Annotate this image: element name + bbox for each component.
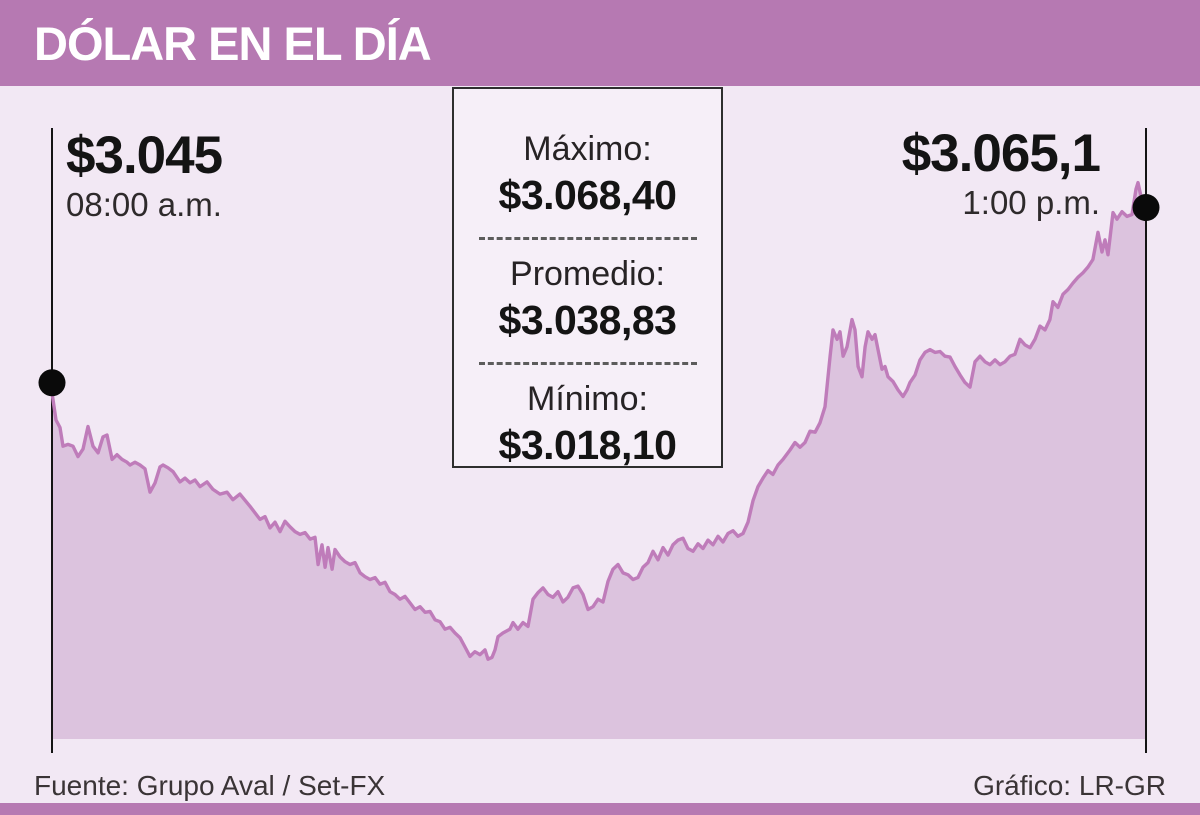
close-time: 1:00 p.m. [962, 183, 1100, 221]
open-annotation: $3.045 08:00 a.m. [66, 126, 223, 225]
max-value: $3.068,40 [498, 171, 677, 218]
close-price: $3.065,1 [901, 124, 1101, 183]
stat-max: Máximo: $3.068,40 [499, 129, 677, 221]
stats-box: Máximo: $3.068,40 Promedio: $3.038,83 Mí… [452, 87, 723, 468]
avg-label: Promedio: [510, 255, 665, 294]
price-line [50, 180, 1148, 661]
dashed-divider [478, 237, 697, 241]
page-title: DÓLAR EN EL DÍA [34, 16, 432, 70]
max-label: Máximo: [523, 130, 652, 168]
open-point-marker [38, 369, 66, 397]
open-time: 08:00 a.m. [66, 185, 222, 223]
header-bar: DÓLAR EN EL DÍA [0, 0, 1200, 86]
footer: Fuente: Grupo Aval / Set-FX Gráfico: LR-… [0, 766, 1200, 802]
avg-value: $3.038,83 [498, 296, 677, 343]
bottom-accent-bar [0, 803, 1200, 815]
area-fill [52, 182, 1146, 740]
stat-avg: Promedio: $3.038,83 [499, 254, 677, 346]
close-point-marker [1132, 194, 1160, 222]
close-annotation: $3.065,1 1:00 p.m. [901, 124, 1101, 223]
source-credit: Fuente: Grupo Aval / Set-FX [34, 770, 386, 801]
min-label: Mínimo: [527, 380, 648, 419]
dashed-divider [478, 362, 697, 366]
open-price: $3.045 [66, 126, 223, 185]
stat-min: Mínimo: $3.018,10 [499, 379, 677, 471]
graphic-credit: Gráfico: LR-GR [973, 770, 1166, 801]
min-value: $3.018,10 [498, 421, 677, 468]
